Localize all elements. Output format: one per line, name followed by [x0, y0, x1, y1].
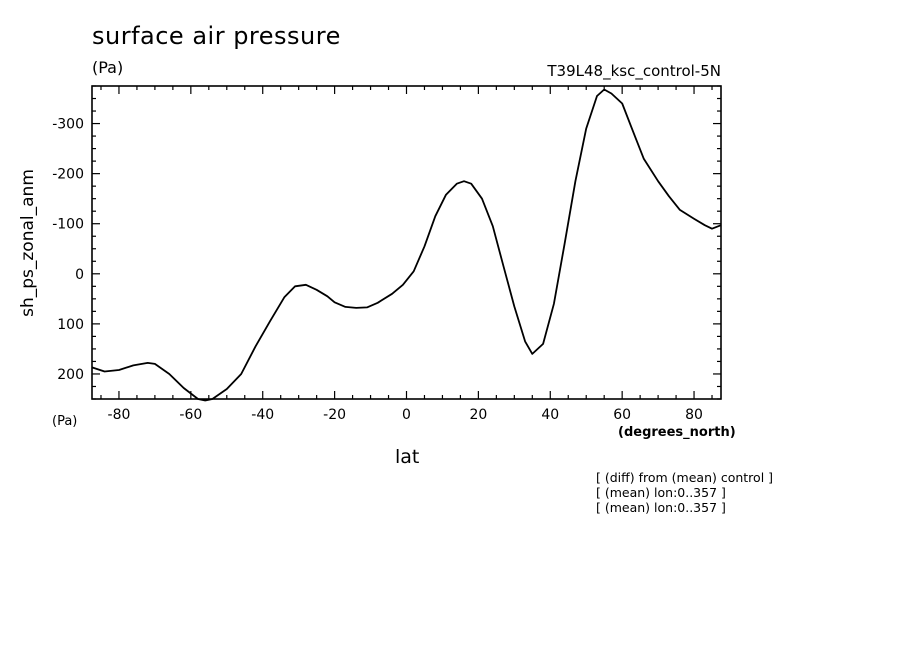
x-tick-label: 0 [402, 407, 411, 423]
x-axis-unit: (degrees_north) [618, 425, 736, 440]
y-tick-label: 100 [57, 317, 84, 333]
y-tick-label: -200 [52, 167, 84, 183]
chart-title: surface air pressure [92, 22, 341, 50]
note-line: [ (diff) from (mean) control ] [596, 470, 774, 485]
y-tick-label: -100 [52, 217, 84, 233]
x-tick-label: -60 [179, 407, 202, 423]
x-tick-label: -40 [251, 407, 274, 423]
note-line: [ (mean) lon:0..357 ] [596, 500, 726, 515]
y-tick-label: 200 [57, 367, 84, 383]
annotation-notes: [ (diff) from (mean) control ] [ (mean) … [596, 470, 773, 515]
unit-label-top: (Pa) [92, 58, 124, 77]
x-tick-label: -80 [108, 407, 131, 423]
y-tick-label: 0 [75, 267, 84, 283]
x-tick-label: -20 [323, 407, 346, 423]
y-tick-label: -300 [52, 117, 84, 133]
x-axis-label: lat [395, 446, 420, 468]
x-tick-label: 80 [685, 407, 703, 423]
plot-frame [91, 85, 722, 400]
y-axis-label: sh_ps_zonal_anm [18, 169, 38, 317]
axis-ticks [92, 85, 721, 400]
x-tick-label: 60 [613, 407, 631, 423]
run-label: T39L48_ksc_control-5N [547, 62, 721, 80]
x-tick-label: 40 [541, 407, 559, 423]
series-line [91, 88, 722, 402]
unit-label-bottom: (Pa) [52, 414, 78, 429]
note-line: [ (mean) lon:0..357 ] [596, 485, 726, 500]
x-tick-label: 20 [469, 407, 487, 423]
